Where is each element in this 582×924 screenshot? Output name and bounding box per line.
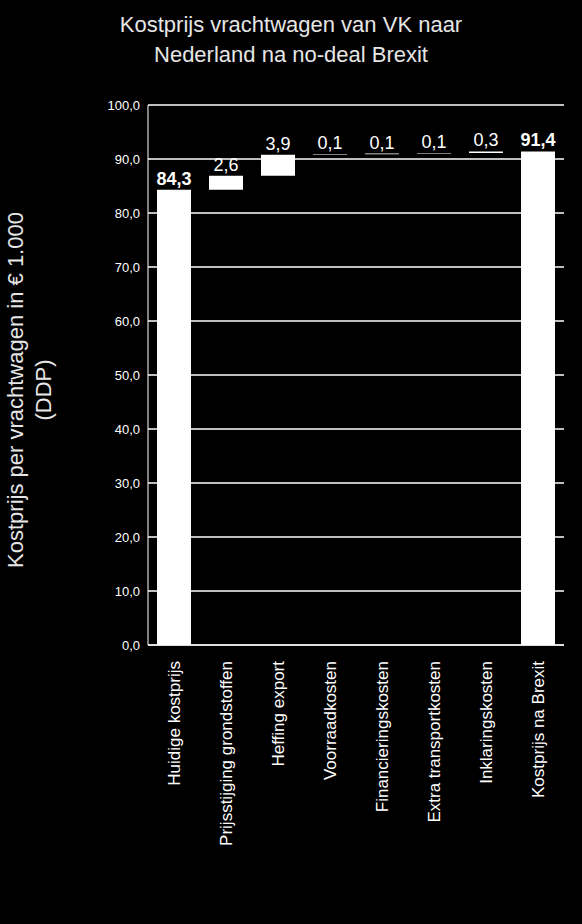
svg-text:Heffing export: Heffing export bbox=[269, 661, 288, 767]
svg-text:70,0: 70,0 bbox=[115, 260, 140, 275]
svg-text:0,0: 0,0 bbox=[122, 638, 140, 653]
svg-text:10,0: 10,0 bbox=[115, 584, 140, 599]
svg-text:2,6: 2,6 bbox=[213, 155, 238, 175]
svg-text:100,0: 100,0 bbox=[107, 98, 140, 113]
svg-text:40,0: 40,0 bbox=[115, 422, 140, 437]
svg-text:91,4: 91,4 bbox=[520, 130, 555, 150]
svg-text:Extra transportkosten: Extra transportkosten bbox=[425, 661, 444, 823]
html-text:Kostprijs per vrachtwagen in €: Kostprijs per vrachtwagen in € 1.000 (DD… bbox=[3, 212, 56, 568]
svg-text:0,1: 0,1 bbox=[317, 133, 342, 153]
svg-text:20,0: 20,0 bbox=[115, 530, 140, 545]
svg-text:0,1: 0,1 bbox=[421, 132, 446, 152]
svg-text:Inklaringskosten: Inklaringskosten bbox=[477, 661, 496, 784]
svg-text:Prijsstijging grondstoffen: Prijsstijging grondstoffen bbox=[217, 661, 236, 846]
svg-text:Financieringskosten: Financieringskosten bbox=[373, 661, 392, 812]
svg-text:60,0: 60,0 bbox=[115, 314, 140, 329]
svg-text:Voorraadkosten: Voorraadkosten bbox=[321, 661, 340, 780]
svg-text:3,9: 3,9 bbox=[265, 134, 290, 154]
svg-text:0,1: 0,1 bbox=[369, 133, 394, 153]
svg-text:Huidige kostprijs: Huidige kostprijs bbox=[165, 661, 184, 786]
svg-text:0,3: 0,3 bbox=[473, 130, 498, 150]
svg-text:90,0: 90,0 bbox=[115, 152, 140, 167]
svg-text:Kostprijs na Brexit: Kostprijs na Brexit bbox=[529, 661, 548, 798]
svg-text:80,0: 80,0 bbox=[115, 206, 140, 221]
html-text:Kostprijs vrachtwagen van VK n: Kostprijs vrachtwagen van VK naar Nederl… bbox=[119, 12, 463, 67]
svg-text:30,0: 30,0 bbox=[115, 476, 140, 491]
svg-text:50,0: 50,0 bbox=[115, 368, 140, 383]
svg-text:84,3: 84,3 bbox=[156, 169, 191, 189]
